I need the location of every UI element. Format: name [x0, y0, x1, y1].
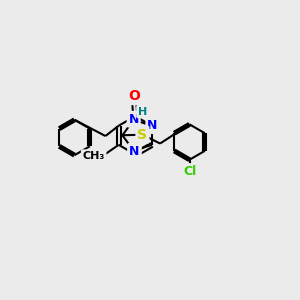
- Text: H: H: [138, 106, 147, 116]
- Text: O: O: [128, 89, 140, 103]
- Text: N: N: [147, 119, 158, 132]
- Text: S: S: [137, 128, 147, 142]
- Text: Cl: Cl: [183, 165, 196, 178]
- Text: CH₃: CH₃: [82, 151, 105, 161]
- Text: N: N: [128, 113, 139, 126]
- Text: N: N: [129, 145, 140, 158]
- Text: N: N: [130, 147, 140, 160]
